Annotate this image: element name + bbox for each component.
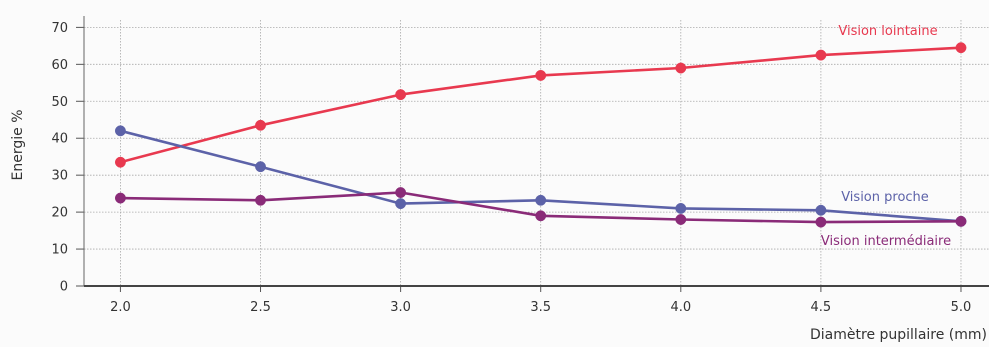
data-point xyxy=(255,194,266,206)
x-tick-label: 4.0 xyxy=(670,300,691,315)
data-point xyxy=(255,161,266,173)
y-tick-label: 50 xyxy=(51,95,68,110)
data-point xyxy=(114,125,126,137)
data-point xyxy=(675,214,687,225)
series-label: Vision intermédiaire xyxy=(821,234,951,249)
axes: 0 10 20 30 40 50 60 70 2.0 2.5 3.0 3.5 4.0 4.5 5.0 xyxy=(51,16,989,315)
series-label: Vision proche xyxy=(841,190,929,205)
y-tick-label: 70 xyxy=(51,21,68,36)
data-point xyxy=(114,192,126,204)
data-point xyxy=(255,119,266,131)
y-tick-label: 30 xyxy=(51,169,68,184)
y-tick-label: 10 xyxy=(51,243,68,258)
data-point xyxy=(535,210,547,222)
data-point xyxy=(815,216,827,228)
data-point xyxy=(675,202,687,214)
x-tick-label: 3.0 xyxy=(390,300,411,315)
x-tick-label: 2.0 xyxy=(110,300,131,315)
data-point xyxy=(955,42,967,54)
y-tick-label: 60 xyxy=(51,58,68,73)
data-point xyxy=(675,62,687,74)
data-point xyxy=(815,204,827,216)
x-tick-label: 5.0 xyxy=(951,300,972,315)
data-point xyxy=(395,89,407,101)
y-tick-label: 40 xyxy=(51,132,68,147)
x-axis-title: Diamètre pupillaire (mm) xyxy=(810,327,987,343)
data-point xyxy=(535,69,547,81)
data-point xyxy=(955,215,967,227)
y-tick-label: 0 xyxy=(60,280,68,295)
data-point xyxy=(114,156,126,168)
y-axis-title: Energie % xyxy=(10,110,26,181)
y-tick-label: 20 xyxy=(51,206,68,221)
x-tick-label: 3.5 xyxy=(530,300,551,315)
series-labels: Vision lointaine Vision proche Vision inte… xyxy=(821,24,951,249)
series-label: Vision lointaine xyxy=(838,24,937,39)
data-point xyxy=(535,194,547,206)
series-lines xyxy=(114,42,967,228)
data-point xyxy=(395,198,407,210)
x-tick-label: 4.5 xyxy=(811,300,832,315)
data-point xyxy=(815,49,827,61)
x-tick-label: 2.5 xyxy=(250,300,271,315)
data-point xyxy=(395,187,407,198)
